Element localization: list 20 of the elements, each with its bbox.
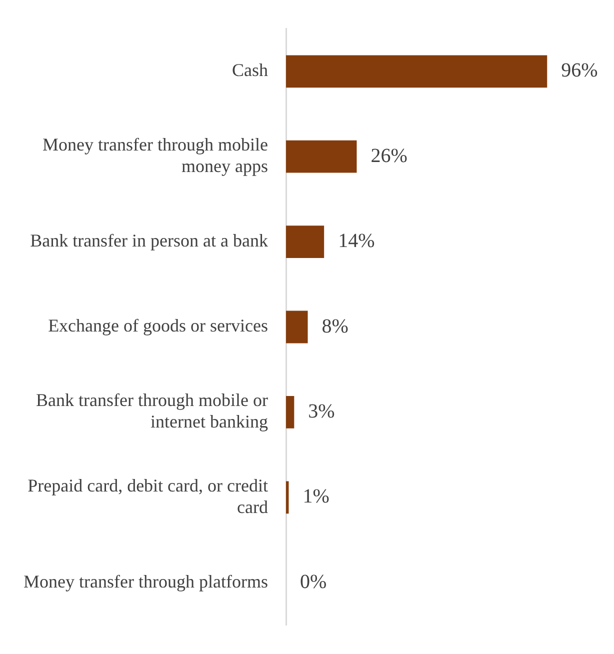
data-label: 0% — [300, 570, 327, 593]
data-label: 8% — [322, 315, 348, 338]
bar — [286, 310, 308, 344]
y-tick-label: Bank transfer in person at a bank — [30, 230, 268, 251]
data-label: 26% — [370, 144, 408, 167]
data-label: 3% — [308, 400, 335, 422]
data-label: 14% — [338, 230, 375, 252]
y-tick-label: Money transfer through platforms — [24, 571, 268, 592]
bar — [286, 55, 548, 88]
bar — [286, 396, 294, 428]
bar — [286, 226, 324, 258]
y-tick-label: Money transfer through mobile money apps — [42, 134, 268, 176]
data-label: 96% — [561, 60, 598, 82]
y-tick-label: Prepaid card, debit card, or credit card — [28, 475, 268, 517]
bar — [286, 140, 357, 173]
y-tick-label: Cash — [232, 60, 268, 80]
y-tick-label: Exchange of goods or services — [48, 316, 268, 336]
bar — [286, 481, 289, 514]
y-tick-label: Bank transfer through mobile or internet banking — [36, 390, 268, 432]
data-label: 1% — [302, 486, 330, 508]
